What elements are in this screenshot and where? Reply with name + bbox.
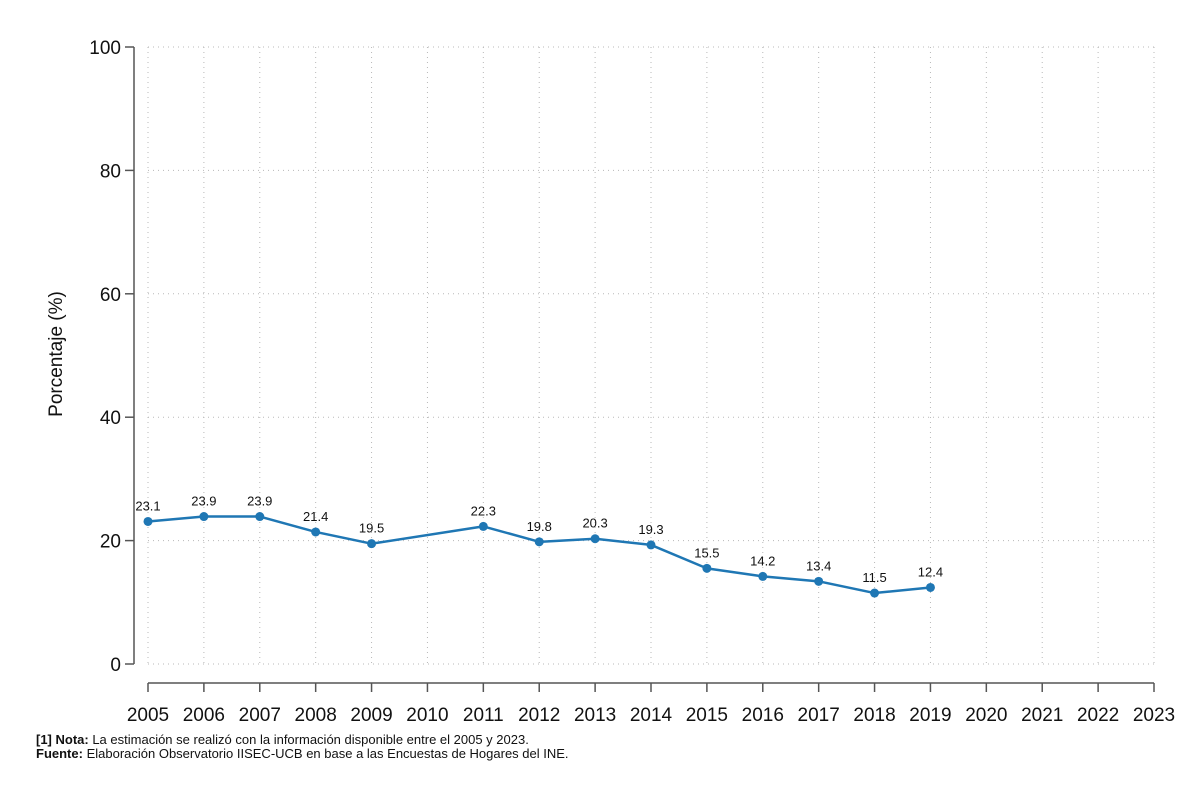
data-point: [702, 563, 712, 573]
x-tick-label: 2009: [350, 705, 392, 726]
y-axis-title: Porcentaje (%): [46, 291, 67, 417]
data-point: [814, 576, 824, 586]
source-text: Elaboración Observatorio IISEC-UCB en ba…: [82, 746, 569, 761]
x-tick-label: 2011: [463, 705, 504, 726]
data-label: 19.5: [359, 521, 384, 536]
series-line: [147, 515, 931, 595]
data-label: 21.4: [303, 509, 328, 524]
data-point: [870, 588, 880, 598]
data-point: [925, 582, 935, 592]
data-point: [255, 512, 265, 522]
x-tick-label: 2023: [1133, 705, 1175, 726]
x-tick-label: 2015: [686, 705, 728, 726]
data-label: 13.4: [806, 558, 831, 573]
x-tick-label: 2022: [1077, 705, 1119, 726]
axes: 0 20 40 60 80 100 2005 2006 2007 2008 2009 2010 2011…: [89, 38, 1175, 726]
data-point: [478, 521, 488, 531]
data-label: 23.9: [247, 494, 272, 509]
data-labels: 23.1 23.9 23.9 21.4 19.5 22.3 19.8 20.3 19.3 15.5…: [135, 494, 943, 586]
x-tick-label: 2006: [183, 705, 225, 726]
y-tick-label: 20: [100, 532, 121, 553]
x-tick-label: 2016: [742, 705, 784, 726]
y-tick-label: 0: [110, 655, 121, 676]
x-tick-label: 2018: [853, 705, 895, 726]
x-tick-label: 2019: [909, 705, 951, 726]
x-tick-label: 2020: [965, 705, 1007, 726]
source-line: Fuente: Elaboración Observatorio IISEC-U…: [36, 747, 569, 761]
footnote: [1] Nota: La estimación se realizó con l…: [36, 733, 569, 761]
data-point: [758, 571, 768, 581]
data-label: 23.9: [191, 494, 216, 509]
data-label: 14.2: [750, 553, 775, 568]
note-line: [1] Nota: La estimación se realizó con l…: [36, 733, 569, 747]
y-tick-label: 40: [100, 408, 121, 429]
data-label: 23.1: [135, 498, 160, 513]
note-text: La estimación se realizó con la informac…: [88, 732, 529, 747]
data-series: [143, 512, 935, 598]
data-label: 11.5: [862, 570, 886, 585]
data-label: 22.3: [471, 503, 496, 518]
data-point: [646, 540, 656, 550]
data-label: 19.3: [638, 522, 663, 537]
data-point: [199, 512, 209, 522]
x-tick-label: 2017: [798, 705, 840, 726]
x-tick-label: 2021: [1021, 705, 1063, 726]
data-label: 12.4: [918, 564, 943, 579]
x-tick-label: 2005: [127, 705, 169, 726]
data-point: [534, 537, 544, 547]
x-tick-label: 2007: [239, 705, 281, 726]
x-tick-label: 2010: [406, 705, 448, 726]
gridlines: [147, 46, 1155, 665]
data-label: 19.8: [527, 519, 552, 534]
x-tick-label: 2008: [295, 705, 337, 726]
y-tick-label: 80: [100, 161, 121, 182]
data-point: [367, 539, 377, 549]
y-tick-label: 100: [89, 38, 121, 59]
data-point: [143, 516, 153, 526]
data-label: 20.3: [582, 516, 607, 531]
x-tick-label: 2014: [630, 705, 673, 726]
x-tick-label: 2013: [574, 705, 616, 726]
source-label: Fuente:: [36, 746, 83, 761]
x-tick-label: 2012: [518, 705, 560, 726]
y-tick-label: 60: [100, 285, 121, 306]
note-label: [1] Nota:: [36, 732, 89, 747]
data-label: 15.5: [694, 545, 719, 560]
data-point: [590, 534, 600, 544]
data-point: [311, 527, 321, 537]
